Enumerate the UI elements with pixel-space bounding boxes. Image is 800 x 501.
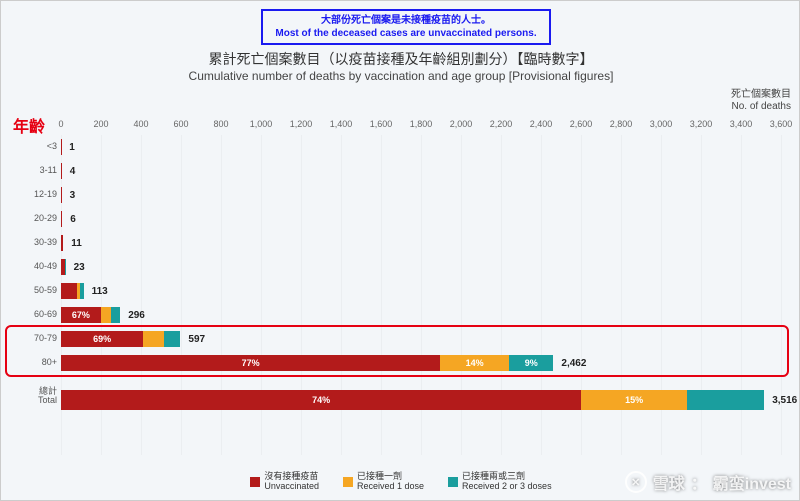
legend: 沒有接種疫苗Unvaccinated 已接種一劑Received 1 dose 已接… xyxy=(1,472,800,492)
x-tick: 1,800 xyxy=(410,119,433,129)
row-total: 6 xyxy=(70,214,76,225)
total-row: 總計Total74%15%3,516 xyxy=(61,385,781,415)
row-total: 23 xyxy=(74,262,85,273)
x-tick: 2,800 xyxy=(610,119,633,129)
bar-segment xyxy=(61,187,62,203)
y-axis-title-zh: 死亡個案數目 xyxy=(731,89,791,100)
x-tick: 2,200 xyxy=(490,119,513,129)
x-axis-ticks: 0 200 400 600 800 1,000 1,200 1,400 1,600 1,800 2,… xyxy=(61,119,789,131)
callout-box: 大部份死亡個案是未接種疫苗的人士。 Most of the deceased c… xyxy=(261,9,551,45)
bar xyxy=(61,259,66,275)
row-label: 3-11 xyxy=(9,166,57,175)
bar-segment xyxy=(61,163,62,179)
x-tick: 0 xyxy=(58,119,63,129)
bar-segment xyxy=(111,307,120,323)
x-tick: 400 xyxy=(133,119,148,129)
row-total: 4 xyxy=(70,166,76,177)
x-tick: 800 xyxy=(213,119,228,129)
row-label: 40-49 xyxy=(9,262,57,271)
legend-item: 沒有接種疫苗Unvaccinated xyxy=(250,472,319,492)
row-label: 總計Total xyxy=(9,387,57,406)
x-tick: 3,400 xyxy=(730,119,753,129)
row-total: 3 xyxy=(70,190,76,201)
highlight-box xyxy=(5,325,789,377)
callout-text-zh: 大部份死亡個案是未接種疫苗的人士。 xyxy=(271,14,541,27)
x-tick: 600 xyxy=(173,119,188,129)
legend-swatch-icon xyxy=(448,477,458,487)
x-tick: 1,200 xyxy=(290,119,313,129)
chart-container: 大部份死亡個案是未接種疫苗的人士。 Most of the deceased c… xyxy=(0,0,800,501)
bar xyxy=(61,187,62,203)
bar xyxy=(61,283,84,299)
bar-segment xyxy=(80,283,83,299)
bar-segment xyxy=(61,283,77,299)
bar xyxy=(61,211,62,227)
bar: 67% xyxy=(61,307,120,323)
callout-text-en: Most of the deceased cases are unvaccina… xyxy=(271,27,541,40)
x-tick: 1,600 xyxy=(370,119,393,129)
row-total: 11 xyxy=(71,238,82,249)
bars-region: <313-11412-19320-29630-391140-492350-591… xyxy=(61,135,781,415)
bar: 74%15% xyxy=(61,390,764,410)
bar xyxy=(61,163,62,179)
row-total: 3,516 xyxy=(772,395,797,406)
y-axis-title-en: No. of deaths xyxy=(732,101,791,112)
legend-label: 已接種兩或三劑Received 2 or 3 doses xyxy=(462,472,552,492)
data-row: 40-4923 xyxy=(61,255,781,279)
row-label: 20-29 xyxy=(9,214,57,223)
chart-titles: 累計死亡個案數目（以疫苗接種及年齡組別劃分）【臨時數字】 Cumulative … xyxy=(1,49,800,83)
row-label: <3 xyxy=(9,142,57,151)
data-row: 3-114 xyxy=(61,159,781,183)
bar-segment xyxy=(61,211,62,227)
x-tick: 1,400 xyxy=(330,119,353,129)
data-row: 30-3911 xyxy=(61,231,781,255)
data-row: 20-296 xyxy=(61,207,781,231)
row-total: 113 xyxy=(92,286,108,297)
legend-item: 已接種兩或三劑Received 2 or 3 doses xyxy=(448,472,552,492)
bar-segment xyxy=(687,390,764,410)
bar-segment: 67% xyxy=(61,307,101,323)
bar-segment xyxy=(61,235,63,251)
x-tick: 2,600 xyxy=(570,119,593,129)
chart-title-en: Cumulative number of deaths by vaccinati… xyxy=(1,69,800,83)
x-tick: 2,000 xyxy=(450,119,473,129)
x-tick: 3,600 xyxy=(770,119,793,129)
legend-label: 沒有接種疫苗Unvaccinated xyxy=(264,472,319,492)
bar-segment: 15% xyxy=(581,390,686,410)
data-row: <31 xyxy=(61,135,781,159)
x-tick: 1,000 xyxy=(250,119,273,129)
legend-swatch-icon xyxy=(250,477,260,487)
row-label: 30-39 xyxy=(9,238,57,247)
x-tick: 200 xyxy=(93,119,108,129)
x-tick: 3,200 xyxy=(690,119,713,129)
x-tick: 2,400 xyxy=(530,119,553,129)
data-row: 50-59113 xyxy=(61,279,781,303)
row-label: 12-19 xyxy=(9,190,57,199)
legend-swatch-icon xyxy=(343,477,353,487)
legend-label: 已接種一劑Received 1 dose xyxy=(357,472,424,492)
row-label: 60-69 xyxy=(9,310,57,319)
bar xyxy=(61,235,63,251)
bar-segment xyxy=(101,307,112,323)
age-header: 年齡 xyxy=(13,113,45,137)
legend-item: 已接種一劑Received 1 dose xyxy=(343,472,424,492)
row-label: 50-59 xyxy=(9,286,57,295)
bar-segment: 74% xyxy=(61,390,581,410)
row-total: 296 xyxy=(128,310,145,321)
y-axis-title: 死亡個案數目 No. of deaths xyxy=(731,89,791,113)
chart-title-zh: 累計死亡個案數目（以疫苗接種及年齡組別劃分）【臨時數字】 xyxy=(1,49,800,69)
data-row: 60-6967%296 xyxy=(61,303,781,327)
data-row: 12-193 xyxy=(61,183,781,207)
row-total: 1 xyxy=(69,142,75,153)
x-tick: 3,000 xyxy=(650,119,673,129)
